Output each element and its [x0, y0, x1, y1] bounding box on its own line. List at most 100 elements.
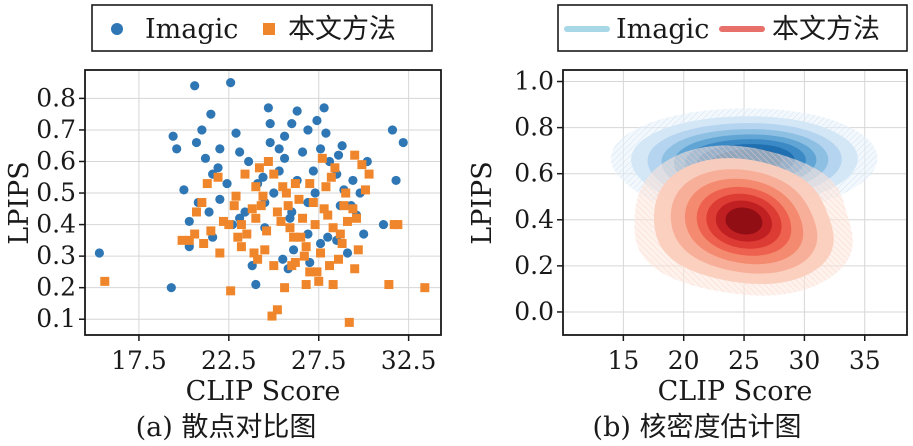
scatter-point-ours	[254, 163, 264, 173]
scatter-point-imagic	[303, 229, 313, 239]
kde-y-tick-label: 1.0	[514, 67, 554, 96]
scatter-point-ours	[281, 188, 291, 198]
scatter-point-ours	[296, 232, 306, 242]
scatter-point-ours	[278, 182, 288, 192]
scatter-point-ours	[224, 220, 234, 230]
scatter-point-imagic	[297, 147, 308, 157]
kde-plot-area	[610, 108, 878, 296]
scatter-y-tick-label: 0.1	[36, 304, 76, 333]
scatter-y-tick-label: 0.4	[36, 210, 76, 239]
kde-y-tick-label: 0.0	[514, 297, 554, 326]
scatter-point-ours	[197, 198, 207, 207]
scatter-point-ours	[343, 216, 353, 226]
scatter-legend-marker-imagic	[111, 23, 123, 35]
scatter-point-imagic	[285, 213, 295, 223]
scatter-point-imagic	[319, 103, 329, 113]
scatter-point-ours	[240, 169, 250, 179]
scatter-point-ours	[384, 280, 394, 290]
scatter-point-ours	[344, 317, 354, 327]
scatter-point-ours	[199, 239, 209, 249]
scatter-point-ours	[310, 220, 320, 230]
scatter-point-imagic	[191, 137, 202, 148]
kde-y-axis-label: LPIPS	[467, 161, 498, 244]
scatter-point-imagic	[172, 144, 182, 154]
scatter-y-axis-label: LPIPS	[4, 161, 35, 244]
scatter-y-tick-label: 0.8	[36, 83, 76, 112]
scatter-point-ours	[323, 210, 333, 220]
scatter-point-ours	[191, 207, 201, 217]
scatter-point-imagic	[235, 147, 245, 157]
kde-ticks: 15 20 25 30 35 0.0 0.2 0.4 0.6 0.8 1.0	[514, 67, 880, 375]
scatter-ticks: 17.5 22.5 27.5 32.5 0.10.2 0.30.4 0.5 0.60.7 0.8	[36, 83, 436, 375]
scatter-point-imagic	[226, 78, 236, 88]
scatter-point-ours	[335, 229, 345, 239]
kde-x-tick-label: 15	[607, 346, 639, 375]
scatter-point-ours	[177, 235, 187, 245]
kde-caption: (b) 核密度估计图	[593, 412, 802, 443]
scatter-point-imagic	[279, 131, 290, 141]
scatter-point-ours	[263, 156, 273, 166]
scatter-point-ours	[317, 153, 327, 163]
scatter-point-imagic	[303, 125, 313, 135]
scatter-point-imagic	[184, 216, 194, 227]
scatter-point-ours	[242, 229, 252, 239]
kde-x-tick-label: 35	[849, 346, 881, 375]
scatter-point-ours	[190, 229, 200, 239]
scatter-point-ours	[330, 163, 340, 173]
kde-y-tick-label: 0.8	[514, 113, 554, 142]
scatter-point-ours	[339, 201, 349, 211]
kde-axes-frame	[562, 69, 908, 336]
scatter-point-imagic	[315, 144, 326, 154]
scatter-point-imagic	[197, 125, 207, 135]
scatter-point-imagic	[292, 106, 302, 116]
scatter-legend: Imagic 本文方法	[91, 4, 433, 52]
scatter-point-imagic	[308, 166, 318, 176]
scatter-point-ours	[350, 264, 360, 274]
scatter-point-ours	[360, 185, 370, 195]
scatter-point-ours	[184, 235, 194, 245]
scatter-point-ours	[314, 276, 324, 286]
scatter-point-ours	[312, 267, 322, 277]
scatter-point-imagic	[251, 279, 261, 290]
scatter-point-ours	[328, 223, 338, 233]
scatter-point-ours	[285, 223, 295, 233]
scatter-point-imagic	[337, 141, 347, 151]
scatter-point-ours	[287, 261, 297, 271]
scatter-point-ours	[247, 204, 257, 214]
kde-x-tick-label: 30	[788, 346, 820, 375]
kde-panel: Imagic 本文方法 15 20 25 30 35 0.0 0.2 0.4 0.6 0.8 1.0…	[467, 4, 908, 443]
scatter-point-imagic	[312, 115, 322, 126]
scatter-point-ours	[289, 232, 299, 242]
kde-x-tick-label: 25	[728, 346, 760, 375]
scatter-point-ours	[233, 232, 243, 242]
scatter-point-ours	[269, 261, 279, 271]
scatter-point-imagic	[215, 144, 225, 154]
scatter-point-imagic	[215, 194, 225, 204]
scatter-point-ours	[267, 311, 277, 321]
scatter-point-ours	[353, 245, 363, 255]
scatter-point-ours	[251, 213, 261, 223]
scatter-point-imagic	[258, 172, 268, 182]
scatter-y-tick-label: 0.5	[36, 178, 76, 207]
scatter-point-imagic	[179, 185, 189, 195]
scatter-point-imagic	[168, 131, 178, 141]
scatter-point-imagic	[190, 81, 200, 91]
scatter-panel: Imagic 本文方法 17.5 22.5 27.5 32.5 0.10.2 0.30.4…	[4, 4, 442, 443]
scatter-point-ours	[348, 204, 358, 214]
scatter-point-imagic	[166, 283, 176, 293]
scatter-axes-frame	[84, 69, 442, 336]
scatter-point-ours	[213, 172, 223, 182]
scatter-x-tick-label: 22.5	[201, 346, 257, 375]
scatter-point-ours	[290, 179, 300, 189]
scatter-point-imagic	[323, 232, 333, 242]
kde-contour-ours	[725, 207, 763, 235]
kde-legend: Imagic 本文方法	[557, 4, 908, 52]
scatter-point-ours	[206, 226, 216, 236]
scatter-series-ours	[100, 150, 430, 327]
scatter-point-ours	[229, 201, 239, 211]
kde-legend-label-imagic: Imagic	[616, 14, 709, 45]
scatter-point-ours	[301, 242, 311, 252]
scatter-point-imagic	[315, 238, 326, 249]
scatter-x-tick-label: 27.5	[291, 346, 347, 375]
